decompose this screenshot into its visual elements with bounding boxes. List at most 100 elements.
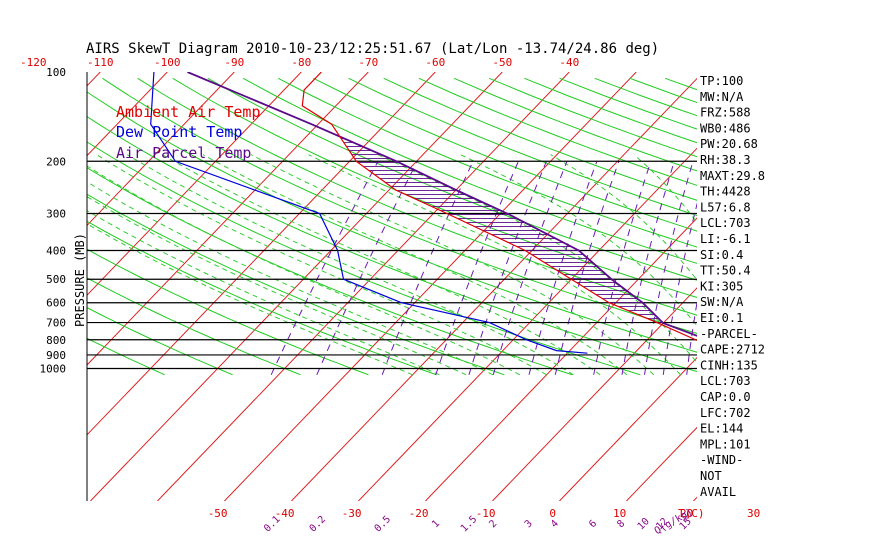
moist-adiabat-line (96, 154, 547, 376)
dry-adiabat-line (277, 77, 697, 248)
dry-adiabat-line (137, 77, 697, 316)
dry-adiabat-line (87, 220, 437, 376)
moist-adiabat-line (757, 155, 842, 375)
mixing-ratio-label: 6 (587, 518, 599, 530)
ambient-temp-curve (301, 72, 697, 342)
top-temp-label: -90 (224, 56, 244, 69)
mixing-ratio-line (763, 161, 791, 374)
mixing-ratio-line (621, 161, 675, 375)
pressure-label: 100 (46, 66, 66, 79)
index-item: SW:N/A (700, 295, 744, 309)
legend-air-parcel-temp: Air Parcel Temp (116, 144, 251, 162)
moist-adiabat-line (250, 154, 655, 376)
isotherm-line (224, 72, 637, 501)
isotherm-line (87, 72, 436, 436)
mixing-ratio-line (381, 161, 474, 375)
bottom-temp-label: 10 (613, 507, 626, 520)
index-item: MAXT:29.8 (700, 169, 765, 183)
index-item: MW:N/A (700, 90, 744, 104)
moist-adiabat-line (202, 154, 628, 376)
index-item: PW:20.68 (700, 137, 758, 151)
index-item: CAPE:2712 (700, 343, 765, 357)
isotherm-line (291, 77, 697, 501)
bottom-temp-label: -50 (208, 507, 228, 520)
index-item: AVAIL (700, 485, 736, 499)
index-item: RH:38.3 (700, 153, 751, 167)
dry-adiabat-line (87, 167, 573, 376)
dry-adiabat-line (207, 77, 697, 281)
moist-adiabat-line (308, 154, 681, 376)
pressure-label: 400 (46, 245, 66, 258)
dry-adiabat-line (348, 77, 697, 217)
index-item: SI:0.4 (700, 248, 743, 262)
isotherm-line (0, 72, 33, 501)
mixing-ratio-line (492, 161, 568, 375)
dry-adiabat-line (87, 307, 233, 376)
isotherm-line (559, 356, 697, 501)
bottom-temp-label: 0 (549, 507, 556, 520)
mixing-ratio-line (644, 161, 694, 375)
dry-adiabat-line (806, 78, 870, 375)
top-temp-label: -80 (291, 56, 311, 69)
top-temp-label: -40 (559, 56, 579, 69)
index-item: KI:305 (700, 279, 743, 293)
index-item: -PARCEL- (700, 327, 758, 341)
pressure-label: 700 (46, 317, 66, 330)
temp-unit-label: T(C) (678, 507, 705, 520)
bottom-temp-label: -20 (409, 507, 429, 520)
mixing-ratio-label: 3 (523, 518, 535, 530)
dew-point-curve (150, 72, 588, 354)
index-item: CINH:135 (700, 358, 758, 372)
pressure-label: 500 (46, 273, 66, 286)
pressure-label: 800 (46, 334, 66, 347)
mixing-ratio-line (468, 161, 547, 375)
mixing-ratio-label: 2 (487, 518, 499, 530)
pressure-label: 900 (46, 349, 66, 362)
moist-adiabat-line (127, 154, 574, 376)
dry-adiabat-line (87, 193, 505, 376)
mixing-ratio-line (316, 161, 418, 376)
pressure-label: 300 (46, 207, 66, 220)
dry-adiabat-line (87, 115, 697, 373)
index-item: EL:144 (700, 422, 743, 436)
top-temp-label: -120 (20, 56, 47, 69)
dry-adiabat-line (87, 141, 641, 376)
moist-adiabat-line (87, 165, 521, 376)
bottom-temp-label: -10 (476, 507, 496, 520)
mixing-ratio-line (270, 161, 379, 376)
dry-adiabat-line (383, 77, 697, 201)
moist-adiabat-line (87, 196, 467, 376)
pressure-label: 1000 (40, 363, 67, 376)
y-axis-label: PRESSURE (MB) (73, 233, 87, 327)
index-item: L57:6.8 (700, 200, 751, 214)
dry-adiabat-line (87, 337, 165, 376)
top-temp-label: -70 (358, 56, 378, 69)
isotherm-line (87, 72, 369, 366)
mixing-ratio-label: 0.2 (308, 514, 329, 535)
mixing-ratio-line (796, 161, 818, 374)
mixing-ratio-label: 10 (636, 516, 652, 532)
isotherm-line (492, 287, 697, 501)
index-item: TT:50.4 (700, 264, 751, 278)
mixing-ratio-line (662, 202, 697, 375)
isotherm-line (760, 72, 870, 501)
isotherm-line (87, 72, 168, 157)
sounding-curves (150, 72, 697, 354)
bottom-temp-label: -40 (275, 507, 295, 520)
isobar-lines (86, 72, 697, 501)
dry-adiabat-line (771, 78, 870, 375)
bottom-temp-label: 20 (680, 507, 693, 520)
index-item: WB0:486 (700, 121, 751, 135)
mixing-ratio-label: 1 (430, 518, 442, 530)
index-item: LFC:702 (700, 406, 751, 420)
index-item: NOT (700, 469, 722, 483)
index-item: -WIND- (700, 453, 743, 467)
dry-adiabat-line (313, 77, 697, 232)
cape-hatching (341, 138, 663, 323)
moist-adiabat-line (162, 154, 601, 376)
index-item: CAP:0.0 (700, 390, 751, 404)
top-temp-label: -110 (87, 56, 114, 69)
moist-adiabat-line (87, 223, 413, 376)
index-item: LCL:703 (700, 216, 751, 230)
